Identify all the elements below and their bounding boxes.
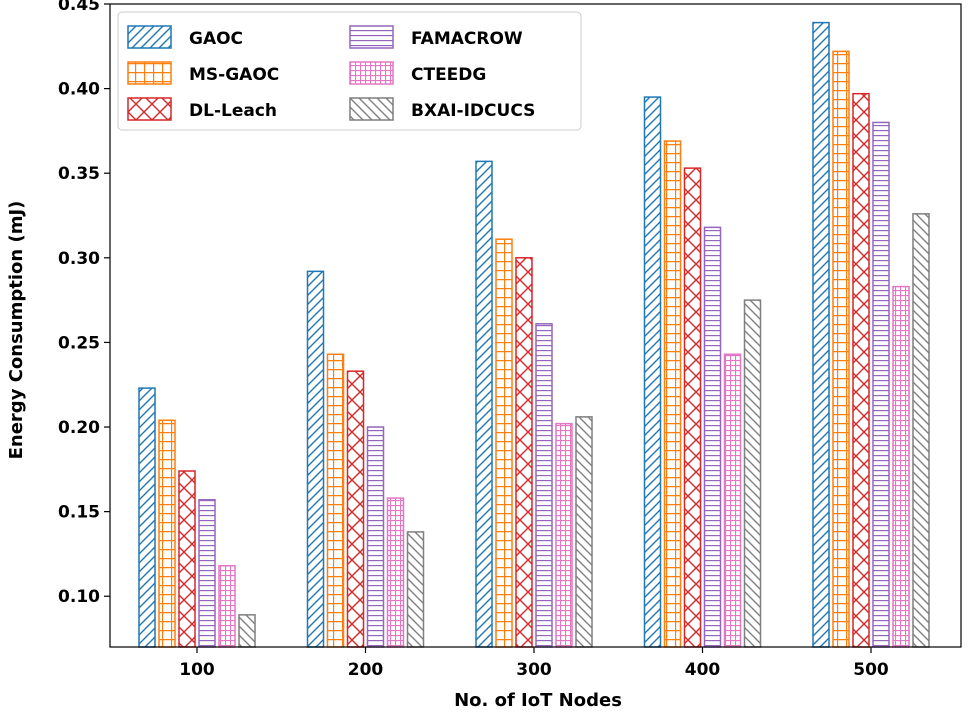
bar-gaoc-500 bbox=[812, 21, 830, 648]
bar-famacrow-500 bbox=[872, 121, 890, 648]
legend-swatch-dl-leach bbox=[127, 97, 172, 121]
bar-ms-gaoc-300 bbox=[495, 238, 513, 648]
bar-dl-leach-100 bbox=[178, 470, 196, 648]
y-tick-label: 0.20 bbox=[58, 418, 100, 438]
x-tick-label: 400 bbox=[685, 660, 721, 680]
bar-cteedg-400 bbox=[723, 353, 742, 648]
bar-bxai-idcucs-500 bbox=[912, 213, 930, 648]
bar-cteedg-200 bbox=[386, 497, 405, 648]
bar-gaoc-400 bbox=[643, 96, 662, 648]
bar-famacrow-400 bbox=[703, 226, 722, 648]
legend-label: BXAI-IDCUCS bbox=[411, 101, 535, 121]
bar-dl-leach-300 bbox=[515, 257, 533, 648]
bar-ms-gaoc-200 bbox=[326, 353, 345, 648]
bar-bxai-idcucs-100 bbox=[238, 614, 256, 648]
legend: GAOC MS-GAOC DL-Leach FAMACROW CTEEDG BXAI-ID… bbox=[117, 11, 582, 131]
bar-cteedg-100 bbox=[218, 565, 236, 648]
x-tick-label: 100 bbox=[179, 660, 215, 680]
bar-bxai-idcucs-300 bbox=[575, 416, 593, 648]
bar-ms-gaoc-100 bbox=[158, 419, 176, 648]
y-axis-title: Energy Consumption (mJ) bbox=[6, 201, 27, 460]
legend-swatch-famacrow bbox=[349, 25, 394, 49]
axes-layer: 0.10 0.15 0.20 0.25 0.30 0.35 0.40 0.45 100 200 30… bbox=[58, 0, 962, 680]
bar-gaoc-100 bbox=[138, 387, 156, 648]
x-tick-label: 500 bbox=[853, 660, 889, 680]
bar-dl-leach-400 bbox=[683, 167, 702, 648]
bar-bxai-idcucs-200 bbox=[406, 531, 425, 648]
x-tick-label: 300 bbox=[516, 660, 552, 680]
plot-frame bbox=[109, 3, 962, 648]
bar-dl-leach-200 bbox=[346, 370, 365, 648]
y-tick-label: 0.35 bbox=[58, 164, 100, 184]
bar-gaoc-200 bbox=[306, 270, 325, 648]
y-tick-label: 0.15 bbox=[58, 503, 100, 523]
legend-swatch-ms-gaoc bbox=[127, 61, 172, 85]
y-tick-label: 0.45 bbox=[58, 0, 100, 15]
y-tick-label: 0.25 bbox=[58, 333, 100, 353]
legend-swatch-gaoc bbox=[127, 25, 172, 49]
legend-label: FAMACROW bbox=[411, 29, 523, 49]
legend-swatch-bxai-idcucs bbox=[349, 97, 394, 121]
bar-cteedg-300 bbox=[555, 422, 573, 648]
legend-label: GAOC bbox=[189, 29, 243, 49]
legend-swatch-cteedg bbox=[349, 61, 394, 85]
legend-label: MS-GAOC bbox=[189, 65, 279, 85]
x-tick-label: 200 bbox=[348, 660, 384, 680]
bar-ms-gaoc-400 bbox=[663, 140, 682, 648]
x-axis-title: No. of IoT Nodes bbox=[454, 690, 622, 711]
bar-famacrow-300 bbox=[535, 323, 553, 648]
y-tick-label: 0.40 bbox=[58, 80, 100, 100]
bar-cteedg-500 bbox=[892, 285, 910, 648]
bars-layer bbox=[138, 21, 930, 648]
legend-label: CTEEDG bbox=[411, 65, 486, 85]
bar-famacrow-200 bbox=[366, 426, 385, 648]
bar-famacrow-100 bbox=[198, 499, 216, 648]
bar-ms-gaoc-500 bbox=[832, 50, 850, 648]
bar-dl-leach-500 bbox=[852, 92, 870, 648]
bar-bxai-idcucs-400 bbox=[743, 299, 762, 648]
y-tick-label: 0.10 bbox=[58, 587, 100, 607]
y-tick-label: 0.30 bbox=[58, 249, 100, 269]
bar-gaoc-300 bbox=[475, 160, 493, 648]
legend-label: DL-Leach bbox=[189, 101, 277, 121]
